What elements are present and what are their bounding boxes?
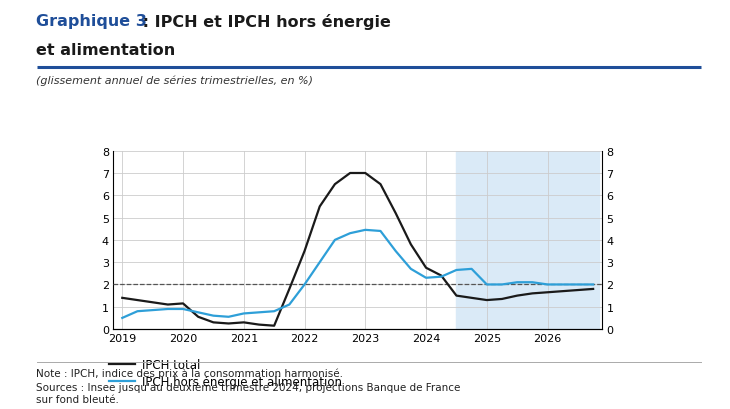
Text: Graphique 3: Graphique 3 [36,14,147,29]
Bar [456,151,599,329]
Text: : IPCH et IPCH hors énergie: : IPCH et IPCH hors énergie [137,14,391,30]
Text: Note : IPCH, indice des prix à la consommation harmonisé.: Note : IPCH, indice des prix à la consom… [36,368,344,379]
Legend: IPCH total, IPCH hors énergie et alimentation: IPCH total, IPCH hors énergie et aliment… [110,358,342,388]
Text: (glissement annuel de séries trimestrielles, en %): (glissement annuel de séries trimestriel… [36,76,313,86]
Text: sur fond bleuté.: sur fond bleuté. [36,394,120,404]
Text: et alimentation: et alimentation [36,43,176,58]
Text: Sources : Insee jusqu'au deuxième trimestre 2024, projections Banque de France: Sources : Insee jusqu'au deuxième trimes… [36,381,461,392]
